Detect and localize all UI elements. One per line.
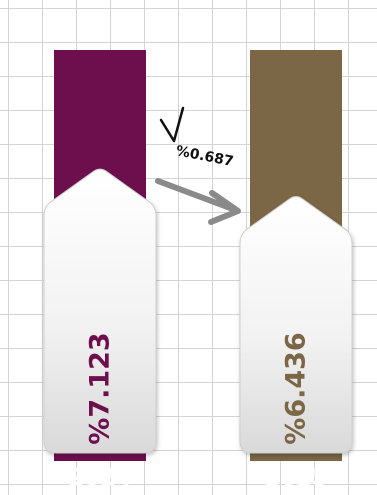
value-bar-2025 bbox=[239, 196, 353, 454]
value-label-2024: %7.123 bbox=[84, 332, 116, 445]
change-arrow bbox=[155, 178, 233, 211]
category-label-2024: 2024 bbox=[67, 465, 132, 491]
category-label-2025: 2025 bbox=[263, 465, 328, 491]
value-label-2025: %6.436 bbox=[280, 332, 312, 445]
change-arrow-head bbox=[208, 190, 241, 225]
down-check-icon bbox=[159, 106, 185, 143]
value-bar-2024 bbox=[43, 168, 157, 454]
